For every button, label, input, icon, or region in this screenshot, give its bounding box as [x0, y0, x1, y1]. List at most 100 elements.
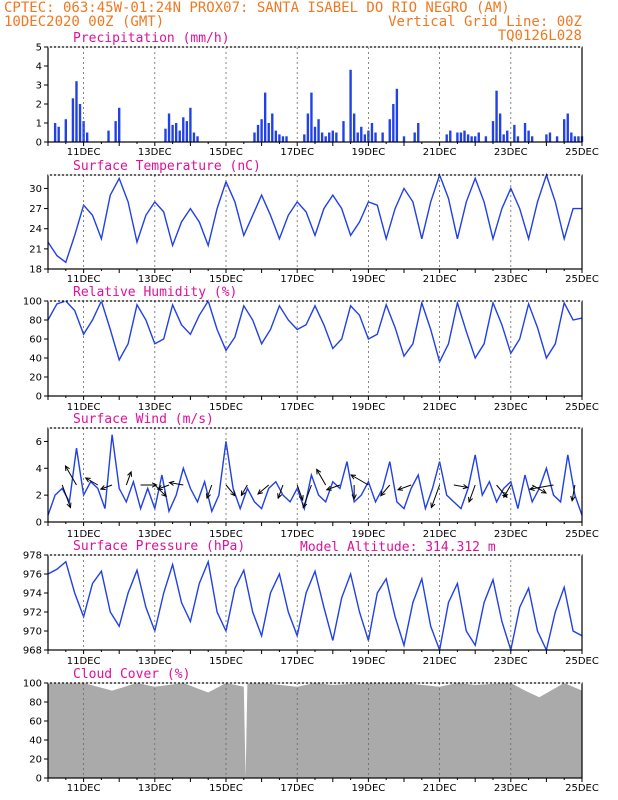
cloud-ytick-label: 100	[23, 679, 42, 690]
cloud-xtick-label: 17DEC	[280, 783, 314, 794]
pres-series-line	[47, 559, 583, 653]
header-model-code: TQ0126L028	[498, 28, 582, 44]
precip-bar	[342, 121, 345, 142]
precip-bar	[470, 136, 473, 142]
precip-bar	[392, 104, 395, 142]
precip-bar	[107, 130, 110, 142]
precip-bar	[118, 107, 121, 142]
precip-bar	[324, 136, 327, 142]
rh-xtick-label: 21DEC	[423, 402, 457, 413]
precip-bar	[484, 136, 488, 142]
wind-title: Surface Wind (m/s)	[73, 412, 214, 427]
wind-arrow-head	[156, 485, 163, 491]
pres-xtick-label: 17DEC	[280, 656, 314, 667]
rh-frame	[47, 300, 583, 397]
cloud-title: Cloud Cover (%)	[73, 667, 190, 682]
rh-ytick-label: 20	[29, 373, 42, 384]
wind-arrow-shaft	[240, 484, 248, 496]
wind-arrow-shaft	[61, 484, 71, 508]
wind-xtick-label: 19DEC	[352, 529, 386, 540]
rh-xtick-label: 13DEC	[138, 402, 172, 413]
precip-bar	[328, 132, 331, 142]
precip-bar	[313, 126, 317, 142]
model-altitude: Model Altitude: 314.312 m	[300, 540, 496, 555]
temp-xtick-label: 25DEC	[565, 274, 599, 285]
wind-series-line	[47, 434, 583, 516]
pres-xtick-label: 19DEC	[352, 656, 386, 667]
wind-arrow-head	[430, 502, 436, 509]
wind-arrow-head	[570, 495, 576, 502]
wind-arrow-shaft	[169, 482, 184, 486]
wind-arrow-head	[127, 470, 133, 477]
cloud-xtick-label: 13DEC	[138, 783, 172, 794]
temp-xtick-label: 11DEC	[67, 274, 101, 285]
wind-arrow-head	[380, 490, 386, 497]
wind-xtick-label: 17DEC	[280, 529, 314, 540]
cloud-area	[48, 683, 582, 778]
pres-ytick-label: 972	[23, 608, 42, 619]
wind-arrow-shaft	[154, 484, 167, 497]
wind-arrow-head	[351, 494, 357, 501]
precip-bar	[57, 126, 60, 142]
wind-xtick-label: 23DEC	[494, 529, 528, 540]
wind-arrow-shaft	[100, 484, 113, 490]
wind-arrow-shaft	[503, 484, 512, 498]
precip-ytick-label: 1	[36, 119, 42, 130]
wind-xtick-label: 13DEC	[138, 529, 172, 540]
precip-bar	[317, 119, 320, 142]
precip-title: Precipitation (mm/h)	[73, 31, 230, 46]
precip-bar	[174, 123, 178, 142]
precip-bar	[303, 134, 306, 142]
precip-bar	[114, 121, 117, 142]
temp-ytick-label: 18	[29, 265, 42, 276]
precip-bar	[566, 113, 569, 142]
temp-ytick-label: 24	[29, 224, 42, 235]
pres-panel: Surface Pressure (hPa) 968 970 972 974 976 978…	[23, 539, 599, 667]
wind-arrow-shaft	[326, 484, 341, 491]
precip-bar	[413, 132, 416, 142]
wind-arrow-head	[350, 474, 357, 480]
wind-ytick-label: 6	[36, 437, 42, 448]
temp-xtick-label: 13DEC	[138, 274, 172, 285]
precip-bar	[64, 119, 67, 142]
header-station: CPTEC: 063:45W-01:24N PROX07: SANTA ISAB…	[4, 0, 510, 16]
precip-bar	[523, 123, 527, 142]
temp-xtick-label: 21DEC	[423, 274, 457, 285]
precip-bar	[78, 104, 82, 142]
wind-arrow-head	[540, 488, 548, 494]
wind-arrow-shaft	[430, 484, 441, 508]
precip-bar	[331, 130, 334, 142]
precip-bar	[370, 123, 374, 142]
precip-bar	[495, 90, 498, 142]
wind-arrow-head	[257, 489, 263, 495]
precip-bar	[260, 119, 263, 142]
precip-bar	[53, 123, 57, 142]
wind-arrow-head	[298, 495, 304, 502]
wind-arrow-shaft	[397, 484, 412, 491]
precip-bar	[310, 92, 313, 142]
pres-title: Surface Pressure (hPa)	[73, 539, 245, 554]
precip-bar	[577, 136, 580, 142]
wind-arrow-shaft	[65, 465, 77, 486]
precip-bar	[360, 126, 363, 142]
rh-ytick-label: 80	[29, 316, 42, 327]
wind-arrow-head	[66, 502, 72, 509]
precip-bar	[417, 123, 420, 142]
wind-arrow-head	[99, 485, 106, 491]
wind-xtick-label: 11DEC	[67, 529, 101, 540]
precip-bar	[274, 130, 278, 142]
cloud-ytick-label: 80	[29, 698, 42, 709]
rh-ytick-label: 0	[36, 392, 42, 403]
precip-xtick-label: 15DEC	[209, 147, 243, 158]
wind-arrow-head	[230, 490, 236, 497]
wind-arrow-shaft	[257, 484, 270, 495]
wind-arrow-shaft	[350, 474, 369, 486]
precip-bar	[167, 113, 171, 142]
temp-panel: Surface Temperature (nC) 18 21 24 27 30 11DEC 1…	[29, 159, 599, 285]
precip-bar	[349, 69, 352, 142]
temp-frame	[47, 174, 583, 270]
wind-arrow-head	[84, 477, 91, 483]
precip-bar	[267, 123, 270, 142]
pres-xtick-label: 23DEC	[494, 656, 528, 667]
